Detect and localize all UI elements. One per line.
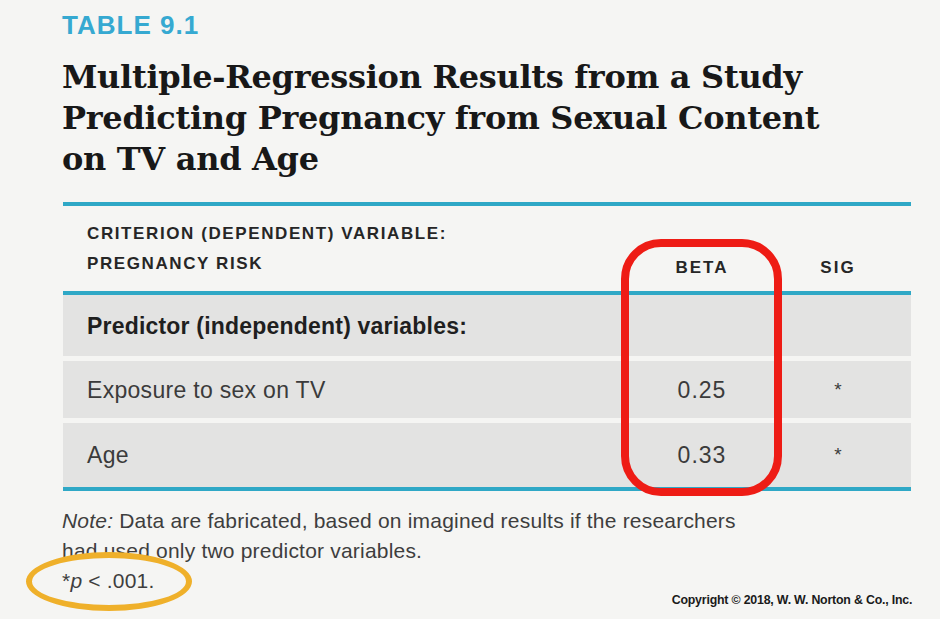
- title-line-1: Multiple-Regression Results from a Study: [62, 57, 922, 98]
- note-line-2: had used only two predictor variables.: [62, 536, 902, 566]
- table-number-label: TABLE 9.1: [62, 10, 199, 41]
- note-line-1: Note: Data are fabricated, based on imag…: [62, 506, 902, 536]
- title-line-2: Predicting Pregnancy from Sexual Content: [62, 98, 922, 139]
- title-line-3: on TV and Age: [62, 139, 922, 180]
- beta-value: 0.33: [622, 442, 782, 469]
- note-line-1-text: Data are fabricated, based on imagined r…: [113, 509, 736, 532]
- beta-value: 0.25: [622, 376, 782, 403]
- column-header-sig: SIG: [778, 258, 898, 278]
- textbook-figure-page: TABLE 9.1 Multiple-Regression Results fr…: [0, 0, 940, 619]
- significance-p: p: [70, 569, 82, 592]
- criterion-header: CRITERION (DEPENDENT) VARIABLE: PREGNANC…: [87, 219, 447, 279]
- criterion-header-line-2: PREGNANCY RISK: [87, 249, 447, 279]
- criterion-header-line-1: CRITERION (DEPENDENT) VARIABLE:: [87, 219, 447, 249]
- significance-threshold: < .001.: [82, 569, 154, 592]
- section-row-label: Predictor (independent) variables:: [87, 312, 467, 339]
- sig-value: *: [778, 379, 898, 401]
- table-header-row: CRITERION (DEPENDENT) VARIABLE: PREGNANC…: [63, 206, 911, 291]
- table-title: Multiple-Regression Results from a Study…: [62, 57, 922, 180]
- table-row: Age 0.33 *: [63, 423, 911, 487]
- table-bottom-rule: [63, 487, 911, 491]
- predictor-label: Age: [87, 442, 129, 469]
- note-prefix: Note:: [62, 509, 113, 532]
- table-row-section: Predictor (independent) variables:: [63, 295, 911, 356]
- regression-table: CRITERION (DEPENDENT) VARIABLE: PREGNANC…: [63, 202, 911, 491]
- sig-value: *: [778, 444, 898, 466]
- copyright-notice: Copyright © 2018, W. W. Norton & Co., In…: [671, 592, 912, 607]
- predictor-label: Exposure to sex on TV: [87, 376, 326, 403]
- table-row: Exposure to sex on TV 0.25 *: [63, 361, 911, 418]
- table-note: Note: Data are fabricated, based on imag…: [62, 506, 902, 596]
- column-header-beta: BETA: [622, 258, 782, 278]
